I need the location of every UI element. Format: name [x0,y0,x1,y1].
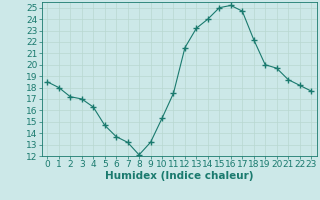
X-axis label: Humidex (Indice chaleur): Humidex (Indice chaleur) [105,171,253,181]
